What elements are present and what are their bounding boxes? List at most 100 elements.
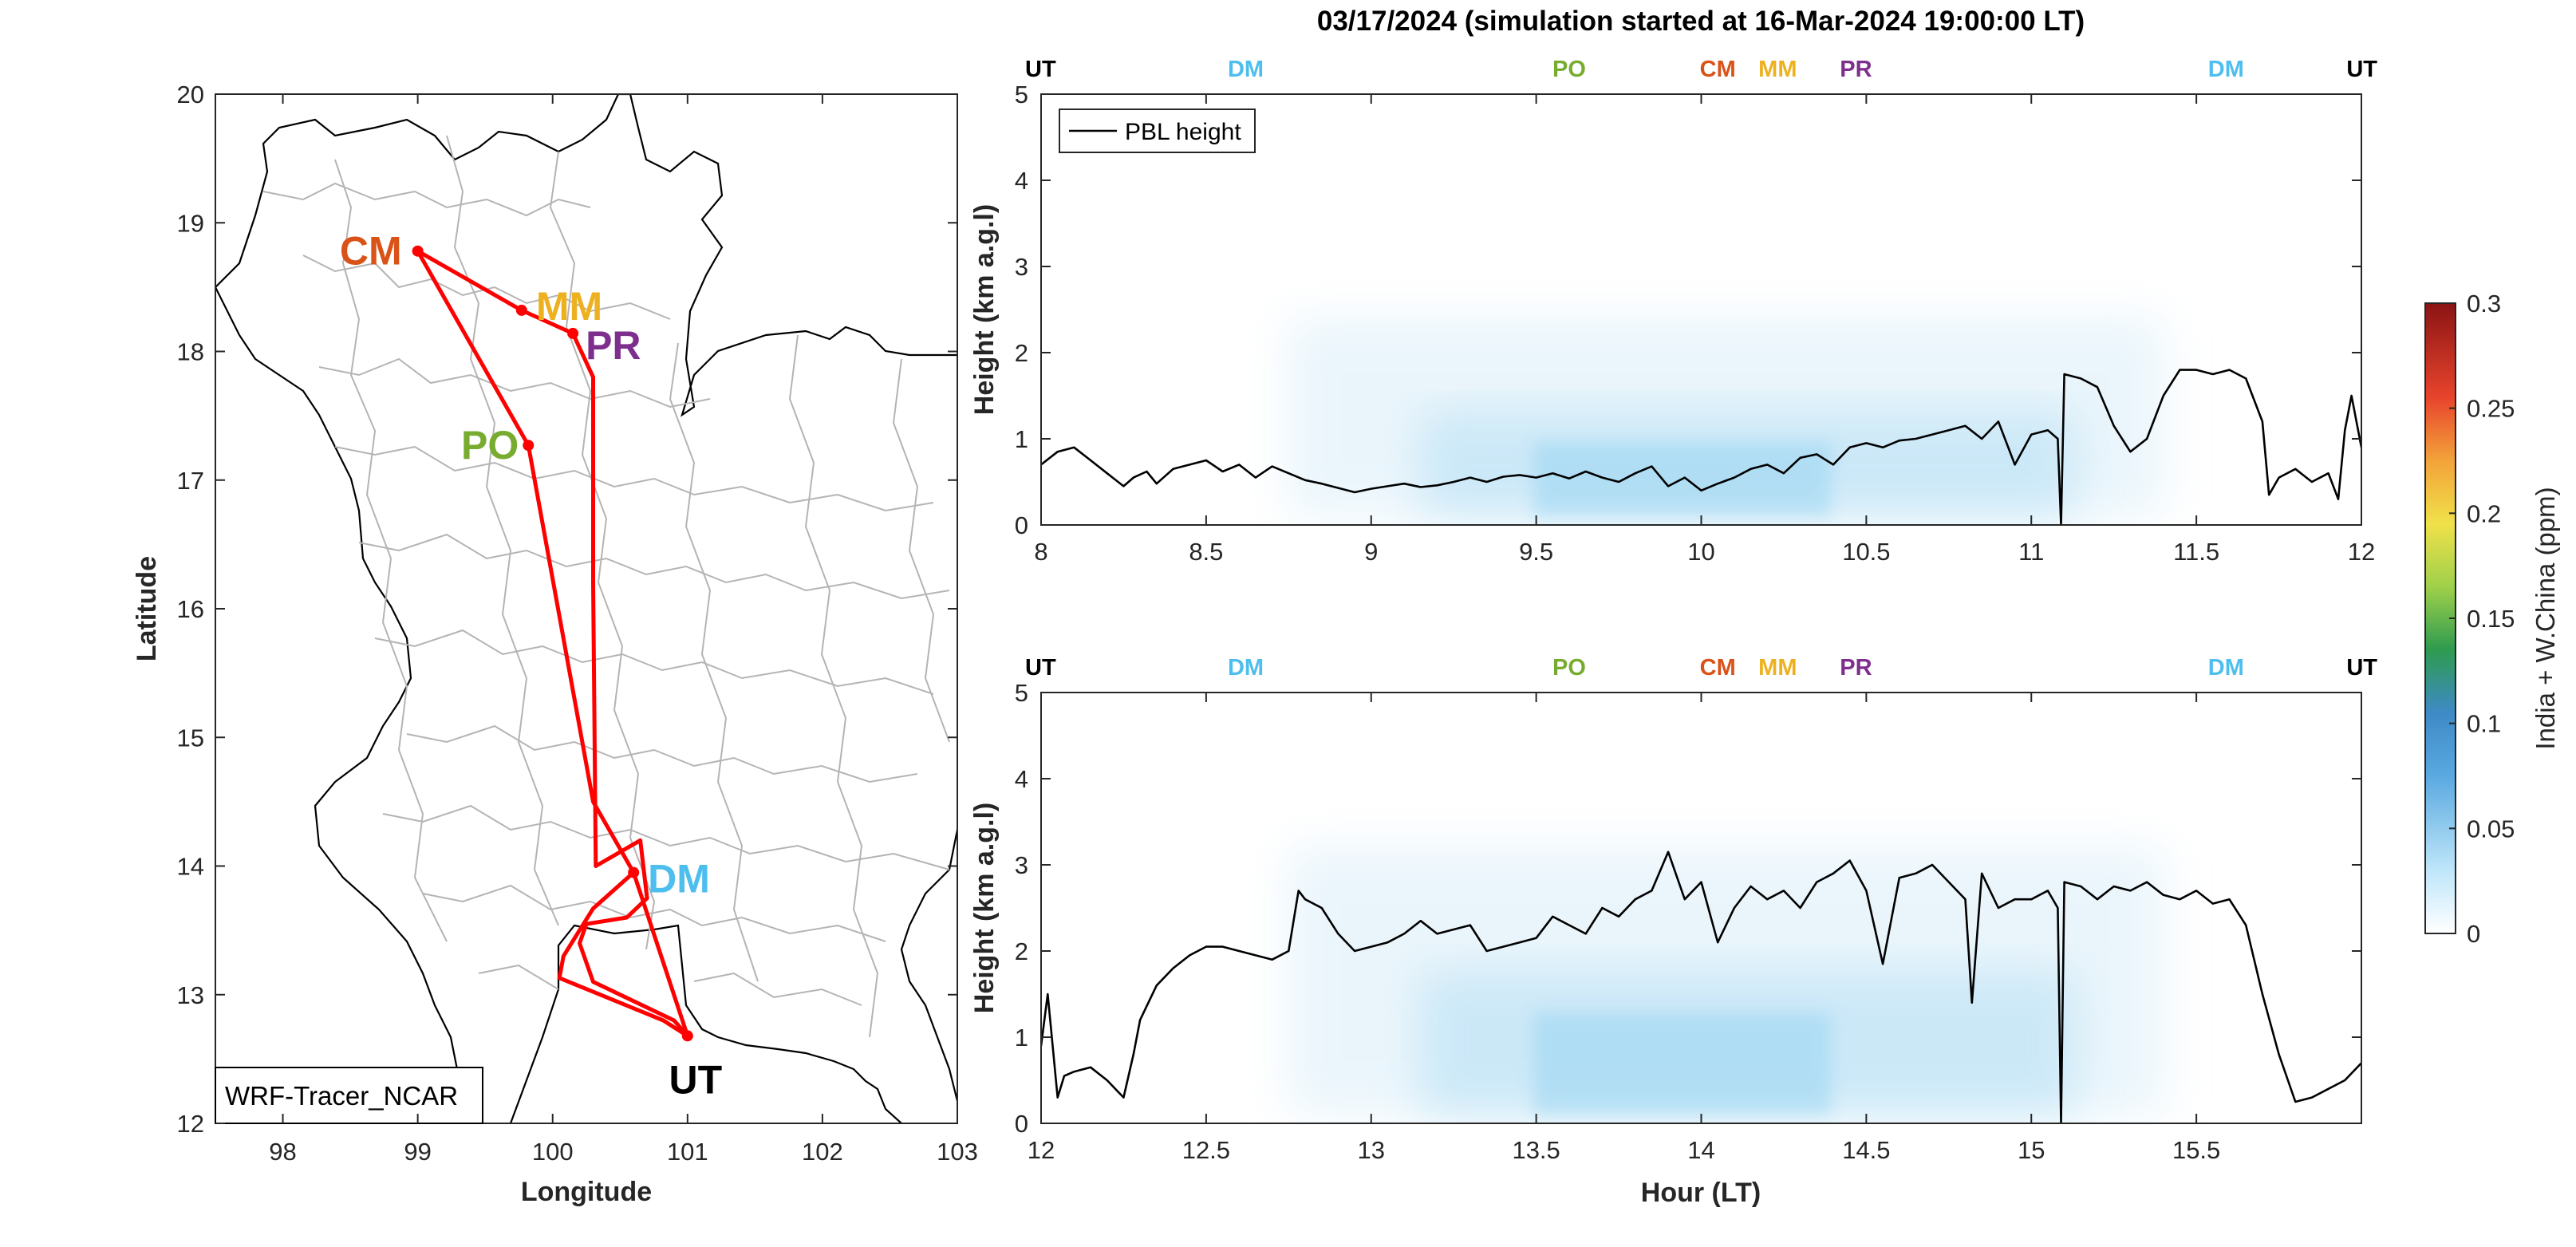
map-province-boundaries bbox=[262, 135, 950, 1038]
map-ytick-label: 17 bbox=[177, 467, 204, 495]
upper-xtick-label: 8.5 bbox=[1189, 538, 1223, 566]
colorbar-tick-label: 0.2 bbox=[2467, 499, 2501, 527]
colorbar-tick-label: 0.15 bbox=[2467, 605, 2515, 633]
upper-xtick-label: 9 bbox=[1364, 538, 1378, 566]
map-site-label-cm: CM bbox=[340, 229, 402, 274]
upper-ytick-label: 0 bbox=[1015, 511, 1028, 539]
lower-xtick-label: 12 bbox=[1028, 1136, 1055, 1164]
lower-site-marker-dm: DM bbox=[1228, 655, 1264, 681]
map-site-label-ut: UT bbox=[669, 1057, 722, 1102]
figure-title: 03/17/2024 (simulation started at 16-Mar… bbox=[1317, 6, 2085, 37]
map-ytick-label: 18 bbox=[177, 338, 204, 366]
lower-xtick-label: 12.5 bbox=[1182, 1136, 1230, 1164]
map-site-label-pr: PR bbox=[586, 323, 641, 368]
map-site-label-dm: DM bbox=[648, 857, 710, 902]
lower-ytick-label: 2 bbox=[1015, 937, 1028, 965]
map-ytick-label: 16 bbox=[177, 595, 204, 623]
lower-x-axis-label: Hour (LT) bbox=[1641, 1178, 1761, 1208]
lower-ytick-label: 4 bbox=[1015, 765, 1028, 793]
map-xtick-label: 101 bbox=[667, 1138, 708, 1166]
map-ytick-label: 15 bbox=[177, 724, 204, 752]
lower-xtick-label: 13.5 bbox=[1512, 1136, 1560, 1164]
upper-site-marker-ut: UT bbox=[2346, 57, 2377, 82]
lower-ytick-label: 1 bbox=[1015, 1024, 1028, 1052]
map-xtick-label: 100 bbox=[532, 1138, 574, 1166]
lower-site-marker-cm: CM bbox=[1700, 655, 1736, 681]
lower-xtick-label: 14 bbox=[1687, 1136, 1714, 1164]
map-route-line bbox=[416, 249, 690, 1038]
lower-xtick-label: 13 bbox=[1358, 1136, 1385, 1164]
lower-tracer-peak bbox=[1533, 1012, 1832, 1115]
upper-site-marker-ut: UT bbox=[1025, 57, 1056, 82]
map-site-marker-dm bbox=[628, 866, 640, 878]
colorbar-tick-label: 0.1 bbox=[2467, 710, 2501, 738]
upper-xtick-label: 12 bbox=[2348, 538, 2375, 566]
lower-ytick-label: 0 bbox=[1015, 1110, 1028, 1138]
map-xtick-label: 98 bbox=[269, 1138, 296, 1166]
upper-site-marker-dm: DM bbox=[2208, 57, 2244, 82]
colorbar-tick-label: 0 bbox=[2467, 920, 2480, 948]
map-ytick-label: 19 bbox=[177, 209, 204, 237]
map-coastline bbox=[215, 94, 957, 417]
lower-y-axis-label: Height (km a.g.l) bbox=[969, 803, 1000, 1013]
colorbar-tick-label: 0.25 bbox=[2467, 395, 2515, 423]
upper-xtick-label: 10 bbox=[1687, 538, 1714, 566]
lower-tracer-field bbox=[1288, 847, 2164, 1115]
map-site-marker-cm bbox=[412, 245, 424, 257]
upper-site-marker-mm: MM bbox=[1758, 57, 1797, 82]
upper-site-marker-po: PO bbox=[1552, 57, 1586, 82]
lower-site-marker-po: PO bbox=[1552, 655, 1586, 681]
map-x-axis-label: Longitude bbox=[521, 1177, 652, 1207]
map-ytick-label: 12 bbox=[177, 1110, 204, 1138]
upper-site-marker-pr: PR bbox=[1840, 57, 1872, 82]
lower-site-marker-ut: UT bbox=[1025, 655, 1056, 681]
lower-site-marker-pr: PR bbox=[1840, 655, 1872, 681]
upper-site-marker-cm: CM bbox=[1700, 57, 1736, 82]
map-site-marker-mm bbox=[515, 304, 527, 316]
lower-pbl-line bbox=[1041, 850, 2361, 1123]
map-y-axis-label: Latitude bbox=[132, 556, 162, 661]
upper-ytick-label: 1 bbox=[1015, 425, 1028, 453]
upper-ytick-label: 2 bbox=[1015, 339, 1028, 367]
map-site-marker-po bbox=[523, 440, 535, 452]
upper-ytick-label: 5 bbox=[1015, 81, 1028, 109]
upper-legend-label: PBL height bbox=[1125, 119, 1241, 145]
lower-xtick-label: 15 bbox=[2018, 1136, 2045, 1164]
upper-xtick-label: 11.5 bbox=[2173, 538, 2219, 566]
upper-site-markers: UT DM PO CM MM PR DM UT bbox=[1025, 57, 2377, 82]
upper-xtick-label: 9.5 bbox=[1519, 538, 1553, 566]
colorbar-tick-label: 0.05 bbox=[2467, 815, 2515, 843]
colorbar-label: India + W.China (ppm) bbox=[2531, 487, 2560, 749]
lower-ytick-label: 3 bbox=[1015, 851, 1028, 879]
map-ytick-label: 14 bbox=[177, 853, 204, 881]
map-ytick-label: 13 bbox=[177, 981, 204, 1009]
map-gulf-coast bbox=[509, 924, 902, 1123]
map-east-border bbox=[900, 829, 957, 1102]
model-label-box bbox=[215, 1067, 483, 1124]
colorbar: 0 0.05 0.1 0.15 0.2 0.25 0.3 India + W.China (… bbox=[2424, 290, 2560, 948]
colorbar-tick-label: 0.3 bbox=[2467, 290, 2501, 318]
lower-site-marker-mm: MM bbox=[1758, 655, 1797, 681]
upper-ytick-label: 4 bbox=[1015, 167, 1028, 195]
lower-xtick-label: 14.5 bbox=[1842, 1136, 1890, 1164]
upper-ytick-label: 3 bbox=[1015, 253, 1028, 281]
map-west-border bbox=[215, 286, 464, 1123]
upper-y-axis-label: Height (km a.g.l) bbox=[969, 204, 1000, 415]
map-site-marker-ut bbox=[681, 1030, 693, 1042]
model-label: WRF-Tracer_NCAR bbox=[225, 1081, 458, 1111]
map-xtick-label: 103 bbox=[937, 1138, 978, 1166]
lower-xtick-label: 15.5 bbox=[2172, 1136, 2220, 1164]
upper-pbl-line bbox=[1041, 369, 2361, 525]
map-xtick-label: 99 bbox=[404, 1138, 431, 1166]
upper-xtick-label: 8 bbox=[1034, 538, 1047, 566]
map-xtick-label: 102 bbox=[802, 1138, 843, 1166]
lower-site-marker-dm: DM bbox=[2208, 655, 2244, 681]
upper-xtick-label: 10.5 bbox=[1842, 538, 1890, 566]
